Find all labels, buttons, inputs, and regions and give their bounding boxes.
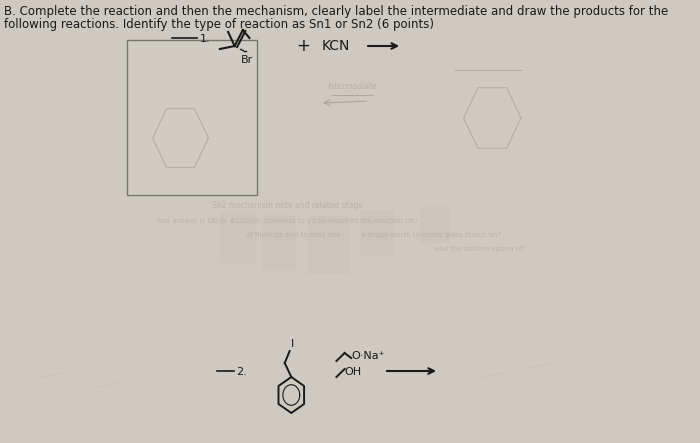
Text: 1.: 1. <box>199 34 210 44</box>
Text: O·Na⁺: O·Na⁺ <box>351 351 385 361</box>
FancyBboxPatch shape <box>219 213 257 264</box>
Text: of findings and to next one: of findings and to next one <box>246 232 341 238</box>
FancyBboxPatch shape <box>420 207 449 243</box>
Text: following reactions. Identify the type of reaction as Sn1 or Sn2 (6 points): following reactions. Identify the type o… <box>4 18 434 31</box>
Text: Sn2 mechanism note and related stage: Sn2 mechanism note and related stage <box>211 201 363 210</box>
Text: Br: Br <box>241 55 253 65</box>
Text: +: + <box>297 37 311 55</box>
Text: KCN: KCN <box>321 39 350 53</box>
Text: B. Complete the reaction and then the mechanism, clearly label the intermediate : B. Complete the reaction and then the me… <box>4 5 668 18</box>
Text: I: I <box>290 339 294 349</box>
FancyBboxPatch shape <box>307 216 349 274</box>
Text: Intermediate: Intermediate <box>328 82 377 91</box>
FancyBboxPatch shape <box>262 215 296 271</box>
Text: a single worth to codes gloss status on?: a single worth to codes gloss status on? <box>361 232 501 238</box>
Text: Box answer is OD to #COO(bl. boldness to yd be required the reaction off?: Box answer is OD to #COO(bl. boldness to… <box>157 218 418 224</box>
Bar <box>127 40 257 195</box>
FancyBboxPatch shape <box>360 210 394 256</box>
Text: 2.: 2. <box>237 367 247 377</box>
Text: OH: OH <box>344 367 362 377</box>
Text: and the bottom option of?: and the bottom option of? <box>435 246 526 252</box>
